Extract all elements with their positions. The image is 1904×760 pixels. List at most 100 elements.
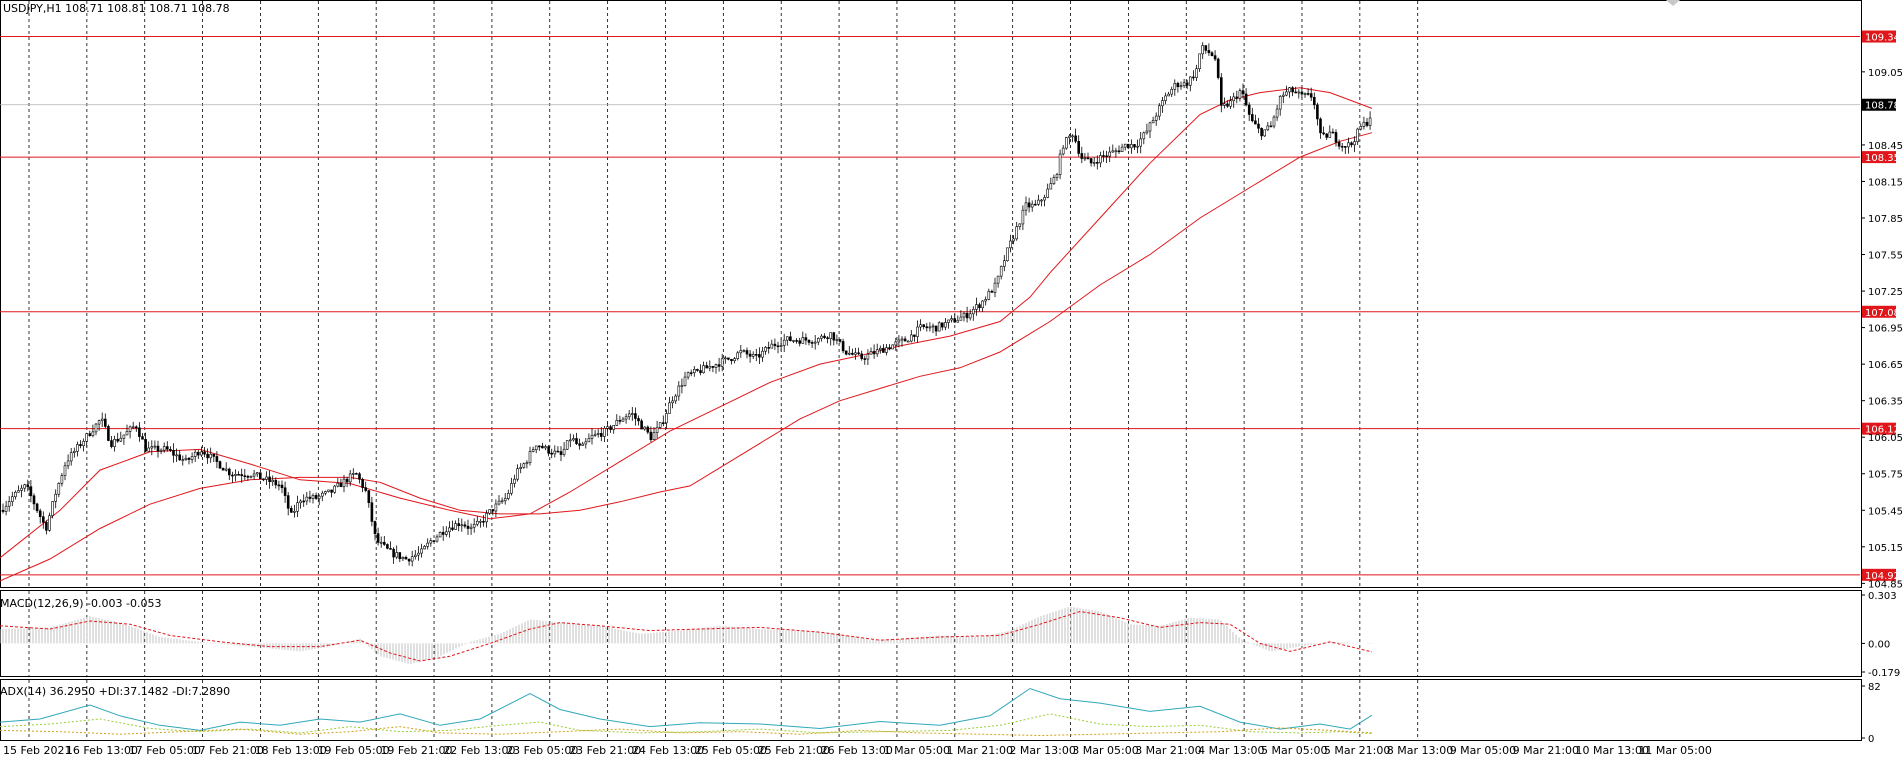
price-tick: 105.75 xyxy=(1868,470,1903,481)
candle-body xyxy=(1213,55,1217,60)
candle-body xyxy=(978,304,981,309)
candle-body xyxy=(1306,93,1310,95)
candle-body xyxy=(69,452,73,462)
candle-body xyxy=(860,353,864,359)
candle-body xyxy=(699,370,702,374)
candle-body xyxy=(370,502,374,522)
candle-body xyxy=(885,347,888,353)
candle-body xyxy=(754,354,758,356)
candle-body xyxy=(1319,118,1322,134)
candle-body xyxy=(634,413,637,419)
candle-body xyxy=(801,337,805,344)
candle-body xyxy=(677,385,681,397)
candle-body xyxy=(122,434,126,439)
candle-body xyxy=(342,478,346,488)
candle-body xyxy=(965,312,969,319)
candle-body xyxy=(395,552,399,558)
candle-body xyxy=(57,483,61,495)
candle-body xyxy=(553,450,557,455)
candle-body xyxy=(444,531,448,535)
candle-body xyxy=(1142,132,1146,140)
level-label: 108.35 xyxy=(1865,153,1900,164)
candle-body xyxy=(209,453,212,459)
candle-body xyxy=(1195,68,1198,78)
candle-body xyxy=(438,532,442,538)
candle-body xyxy=(1201,45,1204,55)
candle-body xyxy=(866,353,870,360)
candle-body xyxy=(460,524,464,527)
candle-body xyxy=(1018,223,1022,227)
level-label: 104.92 xyxy=(1865,571,1900,582)
candle-body xyxy=(29,486,33,497)
candle-body xyxy=(1083,157,1087,160)
candle-body xyxy=(531,449,535,452)
candle-body xyxy=(494,503,498,512)
candle-body xyxy=(975,304,978,310)
candle-body xyxy=(184,457,188,460)
candle-body xyxy=(330,489,333,493)
candle-body xyxy=(413,554,417,558)
candle-body xyxy=(110,440,113,447)
time-tick: 26 Feb 13:00 xyxy=(821,744,893,757)
candle-body xyxy=(668,402,671,414)
candle-body xyxy=(1278,96,1282,110)
macd-tick: -0.179 xyxy=(1868,668,1900,679)
candle-body xyxy=(203,451,206,455)
candle-body xyxy=(1350,142,1353,146)
candle-body xyxy=(795,340,798,342)
candle-body xyxy=(661,422,665,424)
level-label: 109.34 xyxy=(1865,33,1900,44)
candle-body xyxy=(262,478,265,481)
candle-body xyxy=(652,432,656,441)
price-tick: 106.35 xyxy=(1868,397,1903,408)
candle-body xyxy=(361,479,364,488)
candle-body xyxy=(878,347,882,351)
time-tick: 19 Feb 21:00 xyxy=(380,744,452,757)
scroll-shift-icon[interactable] xyxy=(1666,0,1680,6)
candle-body xyxy=(1269,125,1273,128)
price-tick: 107.85 xyxy=(1868,214,1903,225)
candle-body xyxy=(680,385,684,387)
macd-signal-line xyxy=(0,610,1373,662)
candle-body xyxy=(807,339,811,343)
candle-body xyxy=(798,340,802,344)
candle-body xyxy=(355,473,358,475)
candle-body xyxy=(1173,83,1177,90)
candle-body xyxy=(51,501,54,516)
candle-body xyxy=(897,339,901,343)
candle-body xyxy=(1322,132,1325,135)
candle-body xyxy=(172,450,175,456)
candle-body xyxy=(999,266,1003,277)
candle-body xyxy=(4,505,8,512)
candle-body xyxy=(565,440,569,450)
candle-body xyxy=(1257,123,1260,129)
candle-body xyxy=(472,523,476,528)
candle-body xyxy=(258,472,262,480)
candle-body xyxy=(1055,174,1059,178)
candle-body xyxy=(104,418,107,427)
candle-body xyxy=(1037,199,1040,205)
candle-body xyxy=(646,426,650,433)
candle-body xyxy=(525,462,529,465)
candle-body xyxy=(169,448,172,451)
candle-body xyxy=(987,290,991,300)
candle-body xyxy=(364,487,368,491)
candle-body xyxy=(1058,153,1062,175)
candle-body xyxy=(441,532,445,535)
candle-body xyxy=(475,520,479,525)
candle-body xyxy=(835,339,839,341)
candle-body xyxy=(215,456,219,462)
last-price-marker: 108.78 xyxy=(1862,98,1900,112)
candle-body xyxy=(1164,95,1167,101)
candle-body xyxy=(265,476,268,480)
price-tick: 105.15 xyxy=(1868,543,1903,554)
candle-body xyxy=(872,351,876,355)
candle-body xyxy=(857,352,860,355)
candle-body xyxy=(404,556,408,560)
candle-body xyxy=(733,358,736,362)
candle-body xyxy=(1226,103,1229,107)
candle-body xyxy=(1182,82,1186,87)
candle-body xyxy=(1210,52,1214,56)
candle-body xyxy=(454,523,457,530)
candle-body xyxy=(1300,91,1304,95)
